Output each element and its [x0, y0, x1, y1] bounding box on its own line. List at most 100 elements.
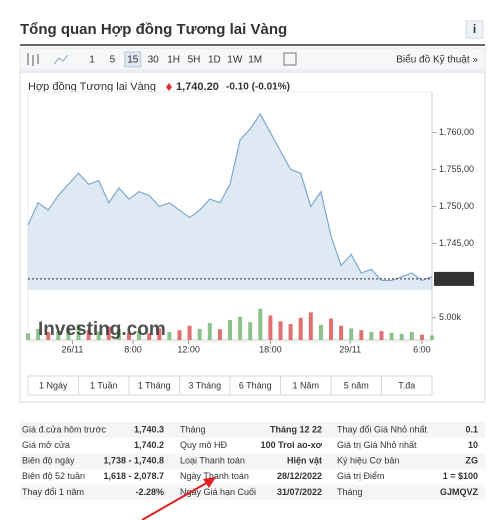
table-label: Biên độ ngày — [22, 456, 75, 466]
table-value: Tháng 12 22 — [270, 424, 322, 434]
table-label: Thay đổi 1 năm — [22, 487, 84, 497]
volume-bar — [167, 331, 172, 340]
change-indicator — [166, 83, 172, 91]
x-tick-label: 8:00 — [124, 344, 142, 354]
table-row — [20, 453, 485, 469]
table-label: Ký hiệu Cơ bản — [337, 456, 399, 466]
volume-bar — [157, 328, 162, 340]
range-button[interactable] — [381, 375, 433, 396]
table-label: Tháng — [337, 487, 363, 497]
range-label: 1 Năm — [292, 380, 319, 390]
volume-bar — [419, 334, 424, 340]
page-title: Tổng quan Hợp đồng Tương lai Vàng — [20, 21, 287, 38]
volume-bar — [36, 328, 41, 340]
volume-bar — [268, 315, 273, 340]
table-label: Biên độ 52 tuần — [22, 471, 85, 481]
info-icon-label: i — [473, 22, 476, 36]
volume-bar — [207, 323, 212, 340]
table-label: Giá trị Giá Nhỏ nhất — [337, 440, 417, 450]
table-label: Ngày Giá hạn Cuối — [180, 487, 256, 497]
y-tick-label: 1.755,00 — [439, 164, 474, 174]
volume-bar — [127, 332, 131, 340]
volume-bar — [278, 321, 283, 340]
volume-bar — [116, 329, 121, 340]
table-label: Thay đổi Giá Nhỏ nhất — [337, 424, 428, 434]
range-label: 3 Tháng — [188, 380, 221, 390]
volume-bar — [258, 308, 263, 340]
volume-bar — [147, 333, 152, 340]
volume-bar — [359, 330, 364, 340]
technical-chart-link[interactable]: Biểu đồ Kỹ thuật » — [396, 54, 478, 66]
volume-bar — [187, 325, 192, 340]
range-label: 1 Ngày — [39, 380, 68, 390]
volume-bar — [318, 324, 323, 340]
watermark: Investing.com — [38, 319, 166, 340]
volume-bar — [76, 324, 81, 340]
volume-bar — [379, 331, 384, 340]
volume-bar — [339, 325, 344, 340]
volume-bar — [349, 328, 354, 340]
volume-bar — [46, 331, 51, 340]
volume-bar — [430, 335, 434, 340]
interval-button[interactable]: 30 — [148, 55, 160, 66]
table-row — [20, 484, 485, 501]
interval-button[interactable]: 1D — [208, 55, 221, 66]
info-icon[interactable] — [465, 20, 484, 39]
table-value: -2.28% — [135, 487, 164, 497]
volume-bar — [369, 331, 374, 340]
table-label: Giá đ.cửa hôm trước — [22, 424, 106, 434]
volume-bar — [106, 326, 111, 340]
volume-bar — [217, 329, 222, 340]
range-label: 6 Tháng — [239, 380, 272, 390]
range-label: T.đa — [398, 380, 415, 390]
x-tick-label: 26/11 — [62, 344, 84, 354]
table-value: ZG — [466, 456, 479, 466]
interval-selected — [124, 51, 142, 68]
price-line — [27, 112, 433, 282]
chart-box — [19, 71, 486, 403]
table-label: Tháng — [180, 424, 206, 434]
volume-bar — [96, 331, 101, 340]
table-value: 100 Troi ao-xơ — [261, 440, 323, 450]
table-value: GJMQVZ — [440, 487, 479, 497]
volume-bar — [389, 332, 394, 340]
table-value: 1,618 - 2,078.7 — [103, 471, 164, 481]
table-value: 1,740.2 — [134, 440, 164, 450]
volume-bar — [66, 327, 71, 340]
y-tick-label: 1.760,00 — [439, 127, 474, 137]
interval-button[interactable]: 1M — [248, 55, 262, 66]
volume-bar — [238, 316, 243, 340]
interval-button[interactable]: 1 — [89, 55, 95, 66]
interval-button[interactable]: 15 — [127, 55, 139, 66]
y-tick-label: 1.750,00 — [439, 201, 474, 211]
table-row — [20, 422, 485, 438]
line-icon[interactable] — [53, 54, 69, 65]
table-value: Hiện vật — [287, 456, 322, 466]
x-tick-label: 6:00 — [413, 344, 431, 354]
volume-bar — [86, 330, 91, 340]
x-tick-label: 18:00 — [259, 344, 282, 354]
table-value: 0.1 — [465, 424, 478, 434]
price-change: -0.10 (-0.01%) — [226, 82, 290, 93]
interval-button[interactable]: 5H — [188, 55, 201, 66]
settings-icon[interactable] — [283, 52, 297, 66]
table-label: Giá trị Điểm — [337, 471, 385, 481]
table-label: Ngày Thanh toán — [180, 471, 249, 481]
y-tick-label: 1.745,00 — [439, 238, 474, 248]
table-value: 1 = $100 — [443, 471, 478, 481]
interval-button[interactable]: 1W — [227, 55, 243, 66]
chart-type-icon[interactable] — [27, 53, 39, 66]
interval-button[interactable]: 1H — [167, 55, 180, 66]
volume-bar — [399, 333, 404, 340]
x-tick-label: 29/11 — [339, 344, 361, 354]
volume-bar — [298, 317, 303, 340]
volume-bar — [248, 322, 253, 340]
volume-bar — [409, 331, 414, 340]
volume-bar — [288, 323, 293, 340]
table-value: 1,738 - 1,740.8 — [103, 456, 164, 466]
volume-bar — [197, 328, 202, 340]
volume-bar — [329, 318, 333, 340]
range-label: 5 năm — [344, 380, 369, 390]
interval-button[interactable]: 5 — [110, 55, 116, 66]
